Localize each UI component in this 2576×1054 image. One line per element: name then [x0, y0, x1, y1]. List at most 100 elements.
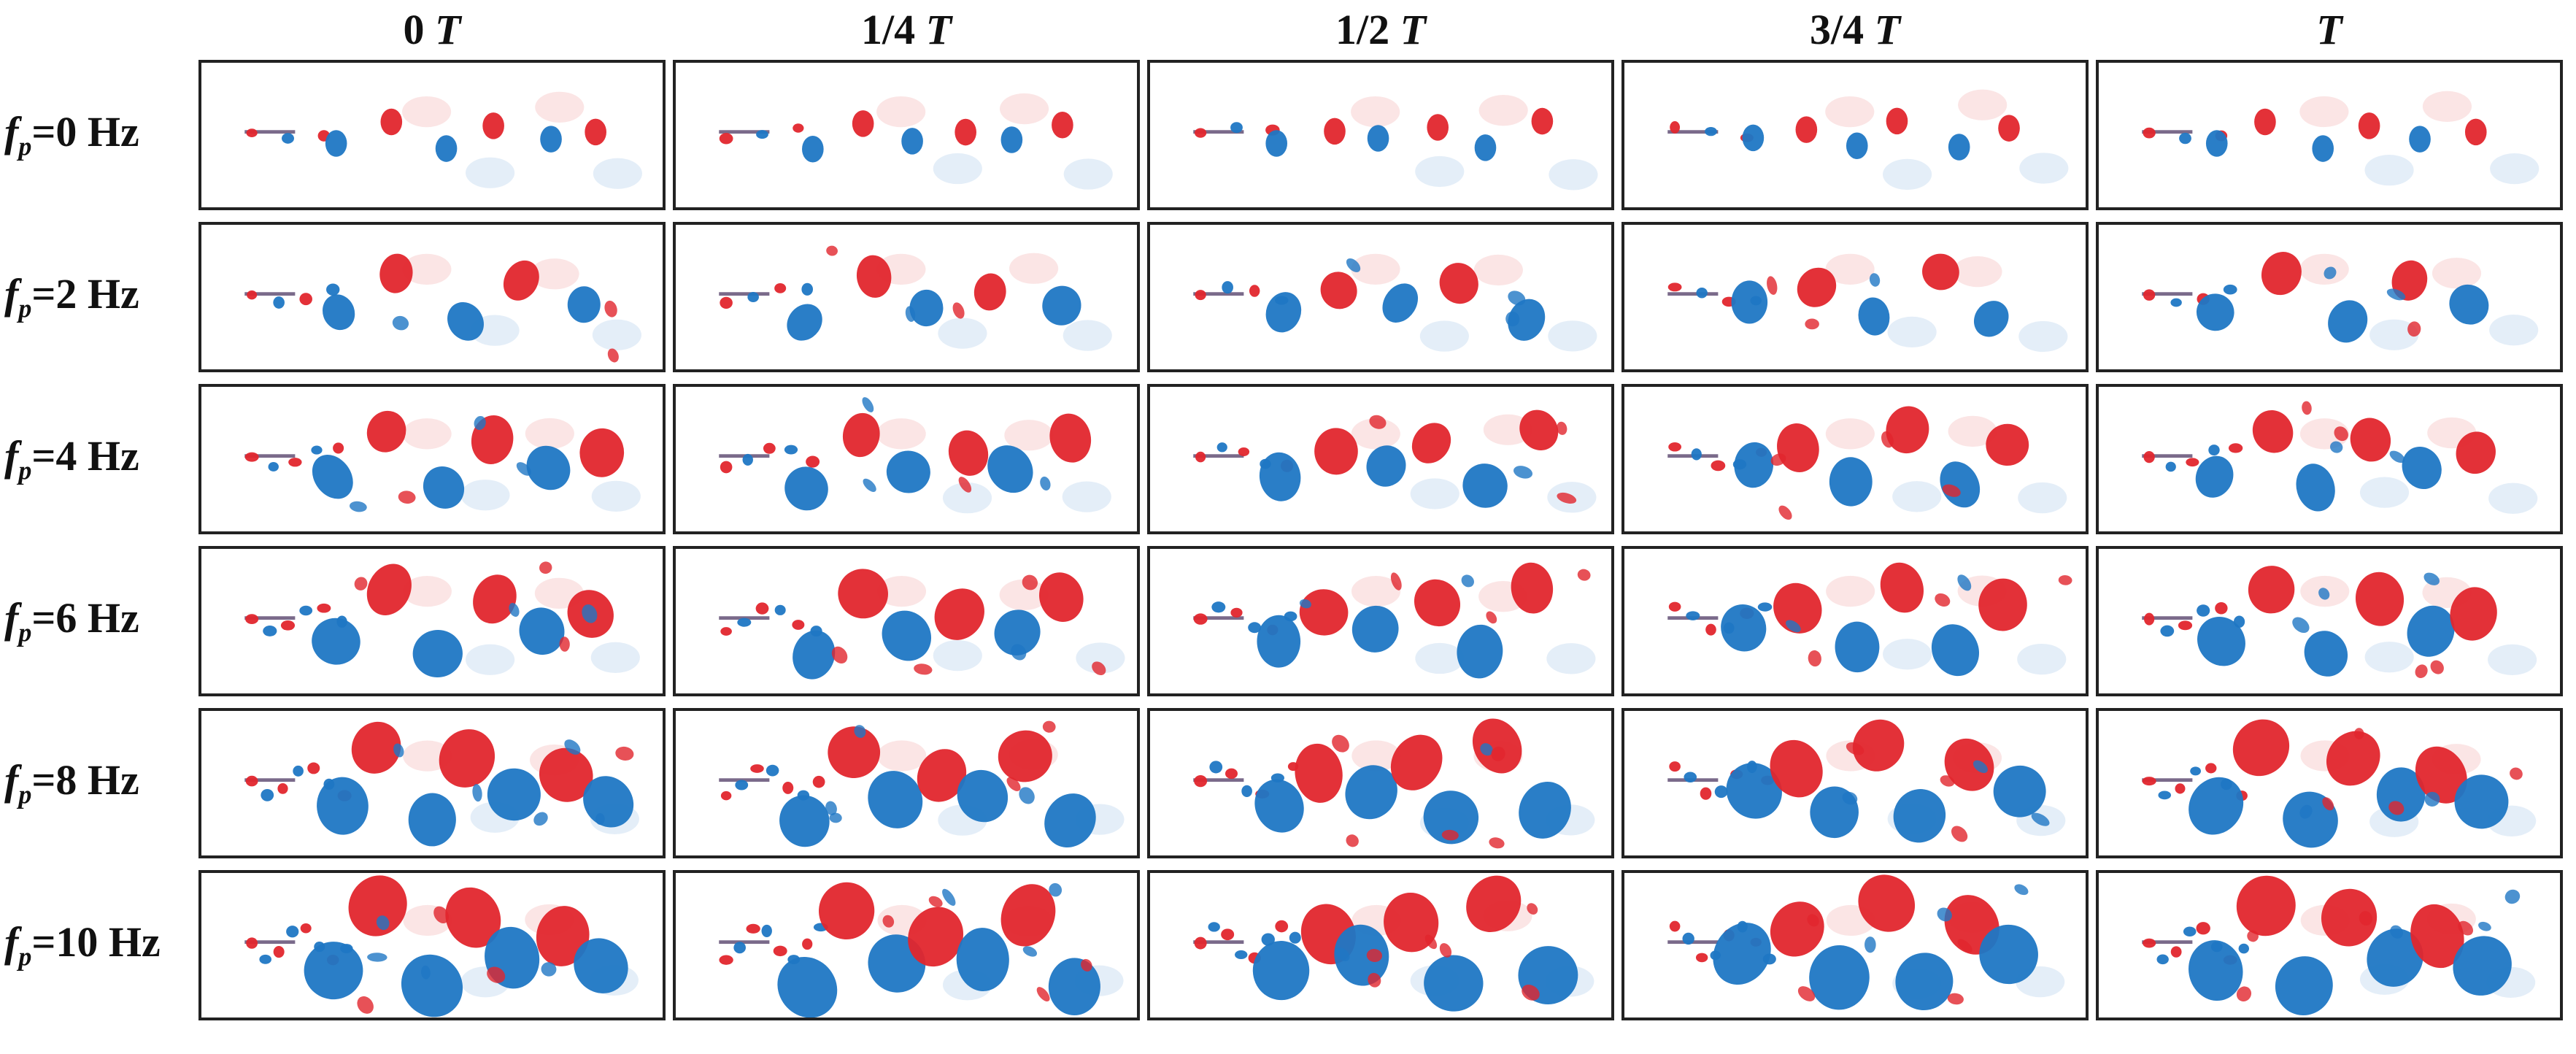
shed-vortex [1382, 283, 1419, 323]
faint-vortex [2488, 644, 2537, 676]
secondary-vortex [1486, 611, 1497, 624]
vorticity-panel [1147, 708, 1614, 858]
shed-vortex [2454, 774, 2509, 829]
shed-vortex [1052, 111, 1073, 139]
faint-vortex [1826, 575, 1875, 607]
shed-vortex [1439, 263, 1478, 304]
faint-vortex [2432, 258, 2482, 289]
shed-vortex [1265, 292, 1302, 333]
shed-vortex [1979, 924, 2038, 985]
shed-vortex [1931, 624, 1980, 677]
shed-vortex [856, 255, 892, 298]
row-label-subscript: p [18, 293, 32, 323]
near-vortex [1195, 451, 1206, 463]
shed-vortex [908, 907, 964, 967]
secondary-vortex [533, 812, 548, 826]
near-vortex [792, 620, 805, 630]
shed-vortex [1922, 253, 1959, 291]
secondary-vortex [1808, 650, 1821, 667]
secondary-vortex [952, 302, 965, 319]
secondary-vortex [2322, 797, 2334, 811]
near-vortex [299, 293, 312, 306]
shed-vortex [325, 130, 347, 157]
near-vortex [1241, 785, 1252, 798]
secondary-vortex [1778, 505, 1792, 520]
shed-vortex [2367, 928, 2423, 987]
near-vortex [1691, 448, 1702, 461]
shed-vortex [445, 887, 501, 948]
secondary-vortex [914, 663, 933, 675]
shed-vortex [1427, 114, 1449, 141]
near-vortex [1668, 442, 1682, 452]
vorticity-field [1667, 406, 2067, 520]
column-header-prefix: 1/2 [1335, 6, 1400, 53]
faint-vortex [1892, 481, 1942, 512]
column-header: T [2096, 4, 2563, 55]
secondary-vortex [2430, 660, 2444, 674]
near-vortex [2143, 451, 2155, 463]
secondary-vortex [595, 813, 605, 825]
vorticity-panel [2096, 60, 2563, 210]
shed-vortex [868, 771, 923, 828]
shed-vortex [1986, 423, 2029, 466]
shed-vortex [2402, 446, 2442, 490]
near-vortex [1195, 128, 1207, 138]
secondary-vortex [516, 462, 532, 476]
secondary-vortex [1527, 903, 1538, 915]
vorticity-panel [2096, 384, 2563, 534]
shed-vortex [1731, 280, 1768, 324]
shed-vortex [2296, 463, 2335, 512]
vorticity-field [1193, 875, 1594, 1012]
column-header-prefix: 1/4 [860, 6, 926, 53]
column-header-period: T [435, 6, 461, 53]
row-label-value: =8 Hz [31, 756, 139, 804]
faint-vortex [942, 482, 992, 514]
shed-vortex [1978, 578, 2027, 631]
vorticity-field [2142, 401, 2538, 514]
secondary-vortex [433, 906, 450, 923]
secondary-vortex [357, 996, 374, 1014]
shed-vortex [1858, 874, 1916, 932]
secondary-vortex [474, 415, 486, 431]
secondary-vortex [604, 300, 617, 318]
near-vortex [300, 923, 312, 934]
faint-vortex [466, 644, 515, 675]
faint-vortex [1958, 89, 2008, 120]
faint-vortex [525, 418, 574, 450]
near-vortex [2144, 612, 2155, 626]
near-vortex [2156, 954, 2169, 965]
column-header: 3/4 T [1621, 4, 2089, 55]
shed-vortex [2196, 293, 2234, 331]
vorticity-panel [673, 60, 1140, 210]
vorticity-field [244, 91, 642, 189]
shed-vortex [1713, 923, 1771, 985]
faint-vortex [402, 576, 452, 607]
secondary-vortex [2334, 426, 2348, 442]
secondary-vortex [1505, 311, 1520, 327]
secondary-vortex [854, 725, 866, 738]
secondary-vortex [541, 962, 557, 977]
vorticity-panel [1147, 870, 1614, 1020]
secondary-vortex [825, 801, 837, 815]
secondary-vortex [1947, 993, 1964, 1005]
near-vortex [1667, 282, 1682, 292]
shed-vortex [1048, 958, 1100, 1016]
shed-vortex [2321, 888, 2378, 947]
shed-vortex [1940, 461, 1981, 508]
secondary-vortex [862, 397, 874, 412]
near-vortex [1700, 787, 1712, 800]
row-label: fp=8 Hz [4, 755, 196, 810]
secondary-vortex [1957, 574, 1972, 591]
faint-vortex [1948, 415, 1997, 447]
secondary-vortex [942, 888, 956, 906]
shed-vortex [1895, 953, 1954, 1011]
shed-vortex [1000, 126, 1023, 153]
row-label-symbol: f [4, 108, 19, 155]
faint-vortex [1351, 96, 1400, 128]
secondary-vortex [1508, 291, 1526, 306]
secondary-vortex [1805, 318, 1819, 330]
near-vortex [2143, 289, 2156, 301]
vorticity-panel [673, 708, 1140, 858]
secondary-vortex [393, 743, 404, 758]
near-vortex [742, 453, 753, 466]
